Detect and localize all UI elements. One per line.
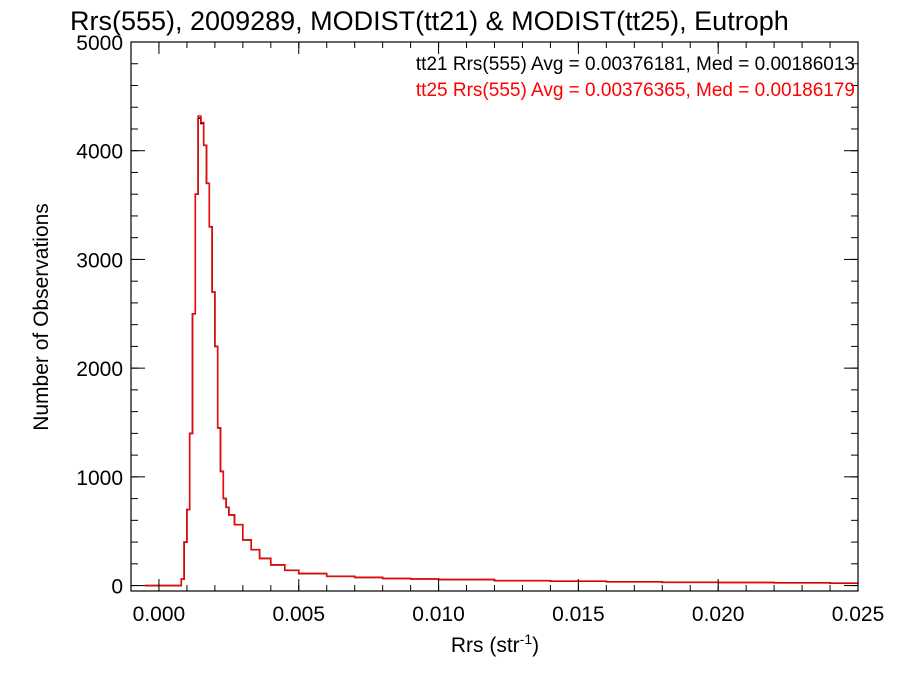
y-tick-label: 4000 <box>76 141 123 164</box>
y-tick-label: 0 <box>111 576 123 599</box>
x-tick-label: 0.010 <box>412 603 465 626</box>
y-tick-label: 1000 <box>76 467 123 490</box>
plot-frame <box>130 41 859 592</box>
y-tick-label: 5000 <box>76 32 123 55</box>
x-tick-label: 0.020 <box>692 603 745 626</box>
series-line-tt21 <box>145 117 859 587</box>
y-tick-label: 2000 <box>76 358 123 381</box>
x-tick-label: 0.000 <box>133 603 186 626</box>
x-tick-label: 0.015 <box>552 603 605 626</box>
series-line-tt25 <box>145 115 859 587</box>
legend-entry-tt21: tt21 Rrs(555) Avg = 0.00376181, Med = 0.… <box>416 54 855 75</box>
x-tick-label: 0.005 <box>272 603 325 626</box>
chart-title: Rrs(555), 2009289, MODIST(tt21) & MODIST… <box>70 6 789 36</box>
x-tick-label: 0.025 <box>832 603 885 626</box>
x-axis-label: Rrs (str-1) <box>451 631 539 657</box>
y-axis: 0 1000 2000 3000 4000 5000 <box>76 32 858 599</box>
legend-entry-tt25: tt25 Rrs(555) Avg = 0.00376365, Med = 0.… <box>416 80 855 101</box>
y-axis-label: Number of Observations <box>30 203 53 431</box>
x-axis: 0.000 0.005 0.010 0.015 0.020 0.025 <box>130 42 885 626</box>
plot-area <box>130 41 859 592</box>
y-tick-label: 3000 <box>76 249 123 272</box>
